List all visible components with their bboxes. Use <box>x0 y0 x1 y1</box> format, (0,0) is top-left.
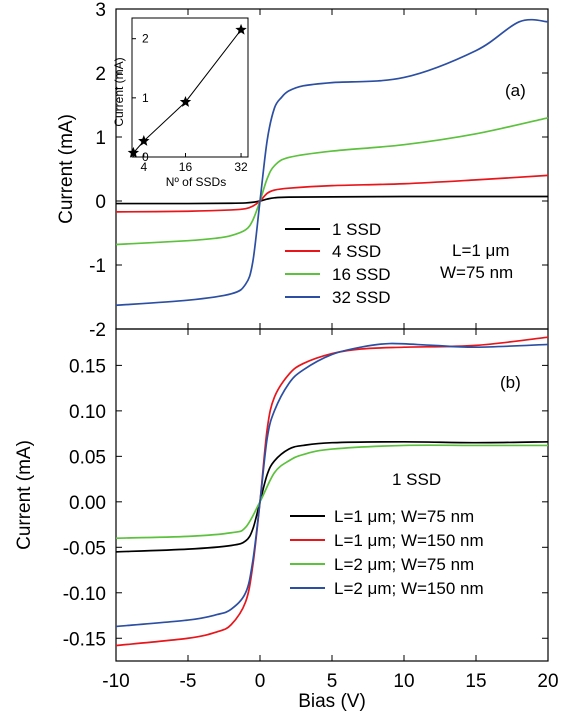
panel-b-xtick-label: 15 <box>465 671 486 692</box>
inset-xlabel: Nº of SSDs <box>166 175 226 189</box>
panel-a-ytick-label: -2 <box>89 320 106 341</box>
panel-a-series-32-ssd <box>115 18 549 307</box>
note-length: L=1 μm <box>452 241 510 260</box>
panel-b-ytick-label: -0.15 <box>63 629 106 650</box>
inset-xtick-label: 16 <box>179 160 193 174</box>
inset-chart: 4 16 32 0 1 2 Current (mA) Nº of SSDs <box>112 17 249 189</box>
panel-b-ytick-label: 0.15 <box>69 356 106 377</box>
panel-b-ytick-label: 0.05 <box>69 447 106 468</box>
panel-a-legend: 1 SSD 4 SSD 16 SSD 32 SSD L=1 μm W=75 nm <box>285 220 513 307</box>
panel-b-frame <box>115 328 549 662</box>
legend-title-1-ssd: 1 SSD <box>392 470 441 489</box>
inset-xtick-label: 4 <box>140 160 147 174</box>
panel-b-xtick-label: -10 <box>102 671 129 692</box>
panel-b-series-l-1-m-w-150-nm <box>115 336 549 647</box>
panel-b-ytick-label: 0.10 <box>69 402 106 423</box>
inset-point-4 <box>138 135 150 146</box>
legend-label-l1-w150: L=1 μm; W=150 nm <box>334 531 484 550</box>
panel-a-series-16-ssd <box>115 116 549 246</box>
panel-b-series-l-2-m-w-150-nm <box>115 342 549 628</box>
panel-b-xtick-label: 5 <box>327 671 338 692</box>
legend-label-l1-w75: L=1 μm; W=75 nm <box>334 507 474 526</box>
legend-label-4-ssd: 4 SSD <box>332 242 381 261</box>
inset-ytick-label: 1 <box>142 91 149 105</box>
panel-b-tick-labels: -10 -5 0 5 10 15 20 -0.15 -0.10 -0.05 0.00 0.05 0.10… <box>63 356 559 692</box>
inset-point-32 <box>235 23 247 35</box>
inset-tick-labels: 4 16 32 0 1 2 <box>140 32 248 174</box>
inset-ytick-label: 2 <box>142 32 149 46</box>
panel-b-xtick-label: 10 <box>393 671 414 692</box>
panel-a-ticks <box>115 8 549 330</box>
panel-b-xtick-label: -5 <box>180 671 197 692</box>
panel-b-xtick-label: 0 <box>255 671 266 692</box>
panel-b-ticks <box>115 329 549 661</box>
panel-a: -2 -1 0 1 2 3 Current (mA) (a) 1 SSD 4 SSD 16… <box>56 0 549 341</box>
legend-label-l2-w75: L=2 μm; W=75 nm <box>334 555 474 574</box>
panel-b-series-l-1-m-w-75-nm <box>115 440 549 553</box>
panel-a-series-1-ssd <box>115 195 548 205</box>
panel-b-series-l-2-m-w-75-nm <box>115 444 548 540</box>
panel-a-ytick-label: 2 <box>95 64 106 85</box>
panel-a-ytick-label: 1 <box>95 128 106 149</box>
legend-label-16-ssd: 16 SSD <box>332 265 391 284</box>
panel-b-legend: 1 SSD L=1 μm; W=75 nm L=1 μm; W=150 nm L… <box>290 470 484 598</box>
panel-b-xtick-label: 20 <box>537 671 558 692</box>
legend-label-1-ssd: 1 SSD <box>332 220 381 239</box>
inset-point-1 <box>127 146 140 158</box>
inset-ytick-label: 0 <box>142 150 149 164</box>
panel-b-ytick-label: 0.00 <box>69 493 106 514</box>
panel-a-series <box>115 18 549 307</box>
panel-b-xlabel: Bias (V) <box>298 691 366 712</box>
panel-b-label: (b) <box>500 373 521 392</box>
note-width: W=75 nm <box>440 263 513 282</box>
inset-xtick-label: 32 <box>234 160 248 174</box>
inset-series <box>127 23 247 158</box>
panel-a-series-4-ssd <box>115 174 549 213</box>
panel-a-ytick-label: 0 <box>95 192 106 213</box>
inset-point-16 <box>179 95 192 107</box>
panel-a-tick-labels: -2 -1 0 1 2 3 <box>89 0 106 341</box>
inset-ylabel: Current (mA) <box>112 57 126 126</box>
inset-line <box>133 29 242 154</box>
panel-a-ytick-label: 3 <box>95 0 106 21</box>
panel-a-ylabel: Current (mA) <box>56 114 77 224</box>
panel-a-label: (a) <box>505 81 526 100</box>
panel-b-series <box>115 336 549 647</box>
panel-a-ytick-label: -1 <box>89 256 106 277</box>
legend-label-l2-w150: L=2 μm; W=150 nm <box>334 579 484 598</box>
panel-b-ytick-label: -0.05 <box>63 538 106 559</box>
panel-b-ylabel: Current (mA) <box>14 440 35 550</box>
panel-b-ytick-label: -0.10 <box>63 584 106 605</box>
panel-b: -10 -5 0 5 10 15 20 -0.15 -0.10 -0.05 0.00 0.05 0.10… <box>14 328 559 712</box>
legend-label-32-ssd: 32 SSD <box>332 288 391 307</box>
